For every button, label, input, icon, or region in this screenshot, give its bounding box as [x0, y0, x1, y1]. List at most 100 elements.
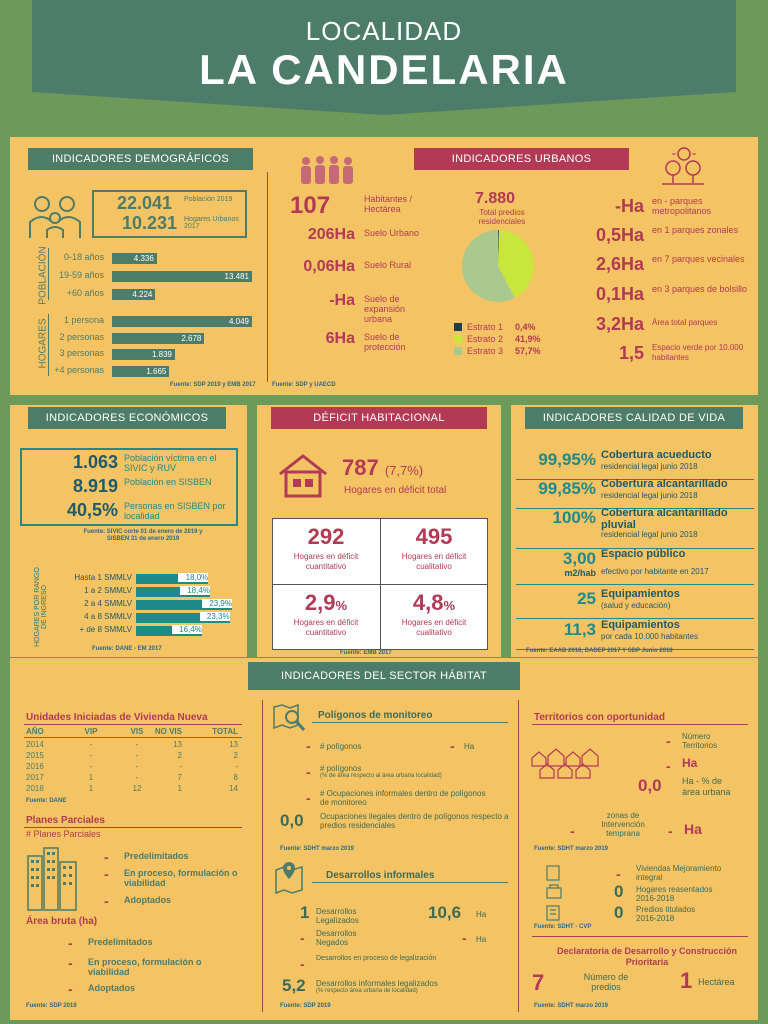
- vivienda-cell: 2018: [26, 784, 44, 793]
- urbanos-source: Fuente: SDP y UAECD: [272, 382, 336, 388]
- planes-item: En proceso, formulación o viabilidad: [124, 868, 238, 888]
- poligonos-r4v: 0,0: [280, 811, 304, 830]
- territorios-r4u: Ha: [684, 821, 702, 837]
- hogares-axis-label: HOGARES: [37, 318, 49, 369]
- deficit-cell-value: 495: [380, 524, 488, 550]
- calidad-value: 100%: [552, 508, 596, 527]
- eco-stat-value: 40,5%: [66, 500, 118, 520]
- declaratoria-l1: Número de predios: [583, 972, 629, 992]
- planes-sub: # Planes Parciales: [26, 829, 101, 839]
- ingreso-bar: [136, 600, 232, 610]
- parques-stat-value: -Ha: [614, 196, 644, 216]
- vivienda-cell: 13: [229, 740, 238, 749]
- calidad-title: Cobertura alcantarillado: [601, 478, 728, 490]
- urbanos-stat-label: Suelo Urbano: [364, 228, 420, 238]
- calidad-divider: [516, 548, 754, 549]
- deficit-cell-label: Hogares en déficit cualitativo: [401, 552, 467, 571]
- population-box: [92, 190, 247, 238]
- calidad-value: 25: [577, 589, 596, 608]
- desarrollos-r3-dash: -: [300, 956, 305, 972]
- ingreso-label: Hasta 1 SMMLV: [74, 573, 132, 582]
- deficit-source: Fuente: EMB 2017: [340, 650, 392, 656]
- territorios-title: Territorios con oportunidad: [534, 712, 665, 723]
- deficit-cell-value: 4,8%: [380, 590, 488, 616]
- calidad-title: Espacio público: [601, 548, 686, 560]
- area-title-unit: (ha): [78, 916, 98, 927]
- pop-row-label: 19-59 años: [58, 270, 104, 280]
- vivienda-header-cell: VIS: [130, 727, 144, 736]
- desarrollos-r4: Desarrollos informales legalizados: [316, 979, 438, 988]
- territorios-r1-dash: -: [666, 733, 671, 749]
- vivienda-cell: 14: [229, 784, 238, 793]
- parques-stat-label: Espacio verde por 10.000 habitantes: [652, 343, 744, 362]
- calidad-title: Cobertura alcantarillado pluvial: [601, 507, 728, 531]
- mejoramiento-r2v: 0: [614, 882, 624, 901]
- hogares-divider: [48, 314, 49, 376]
- poligonos-r2: # polígonos: [320, 764, 362, 773]
- hog-row-value: 4.049: [228, 317, 249, 326]
- urbanos-header: INDICADORES URBANOS: [414, 148, 629, 170]
- urbanos-stat-label: Habitantes / Hectárea: [364, 194, 413, 214]
- eco-stat-label: Personas en SISBEN por localidad: [124, 501, 226, 521]
- declaratoria-title: Declaratoria de Desarrollo y Construcció…: [556, 946, 738, 967]
- desarrollos-r2h-dash: -: [462, 930, 467, 946]
- neighborhood-icon: [531, 748, 599, 779]
- calidad-source: Fuente: EAAB 2018, DADEP 2017 Y SDP Juni…: [526, 648, 673, 654]
- desarrollos-r2-dash: -: [300, 930, 305, 946]
- ingreso-bar: [136, 574, 209, 584]
- ingreso-value: 18,0%: [178, 573, 209, 582]
- parques-stat-label: en 7 parques vecinales: [652, 254, 745, 264]
- family-icon: [29, 196, 81, 238]
- vivienda-cell: 8: [233, 773, 238, 782]
- territorios-r3: Ha - % de área urbana: [682, 776, 731, 797]
- deficit-header: DÉFICIT HABITACIONAL: [271, 407, 487, 429]
- ingreso-label: 4 a 8 SMMLV: [84, 612, 132, 621]
- demograficos-header: INDICADORES DEMOGRÁFICOS: [28, 148, 253, 170]
- parques-stat-value: 2,6Ha: [595, 254, 644, 274]
- park-icon: [662, 147, 704, 185]
- desarrollos-r4s: (% respecto área urbana de localidad): [316, 988, 418, 994]
- area-item: Predelimitados: [88, 937, 153, 947]
- parques-stat-label: en 1 parques zonales: [652, 225, 739, 235]
- area-title: Área bruta (ha): [26, 916, 97, 927]
- calidad-divider: [516, 618, 754, 619]
- area-item-dash: -: [68, 981, 73, 997]
- legend-value: 0,4%: [515, 322, 536, 332]
- hog-row-label: 2 personas: [59, 331, 104, 342]
- area-title-text: Área bruta: [26, 916, 77, 927]
- planes-item-dash: -: [104, 866, 109, 882]
- hog-row-label: +4 personas: [54, 364, 104, 375]
- desarrollos-r1v: 1: [300, 903, 310, 922]
- urbanos-stat-label: Suelo Rural: [364, 260, 412, 270]
- deficit-cell-label: Hogares en déficit cuantitativo: [293, 552, 359, 571]
- hog-row-bar: 2.678: [112, 332, 205, 344]
- calidad-sub: efectivo por habitante en 2017: [601, 567, 709, 576]
- pop-row-value: 4.224: [132, 290, 153, 299]
- legend-label: Estrato 1: [467, 322, 504, 332]
- vivienda-cell: -: [135, 740, 139, 749]
- vivienda-cell: -: [179, 762, 182, 771]
- vivienda-cell: 2017: [26, 773, 44, 782]
- calidad-title: Equipamientos: [601, 588, 680, 600]
- area-item-dash: -: [68, 955, 73, 971]
- pop-label: Población 2019: [184, 196, 233, 203]
- pop-row-bar: 13.481: [112, 271, 252, 282]
- territorios-r4u-dash: -: [668, 823, 673, 839]
- buildings-icon: [27, 847, 77, 911]
- vivienda-cell: -: [135, 751, 139, 760]
- legend-swatch: [454, 323, 462, 331]
- declaratoria-v1: 7: [532, 970, 545, 995]
- ingreso-value: 18,4%: [179, 586, 210, 595]
- ingreso-axis-label: HOGARES POR RANGO DE INGRESO: [34, 567, 48, 647]
- calidad-value: 11,3: [563, 620, 596, 639]
- deficit-cell-label: Hogares en déficit cuantitativo: [293, 618, 359, 637]
- parques-stat-value: 1,5: [618, 343, 644, 363]
- divider-vertical-top: [267, 172, 268, 382]
- vivienda-header-cell: TOTAL: [212, 727, 238, 736]
- urbanos-stat-value: 206Ha: [307, 226, 355, 243]
- mejoramiento-r1-dash: -: [616, 866, 621, 882]
- legend-value: 41,9%: [515, 334, 541, 344]
- declaratoria-source: Fuente: SDHT marzo 2019: [534, 1003, 609, 1009]
- calidad-value: 99,85%: [538, 479, 596, 498]
- calidad-divider: [516, 584, 754, 585]
